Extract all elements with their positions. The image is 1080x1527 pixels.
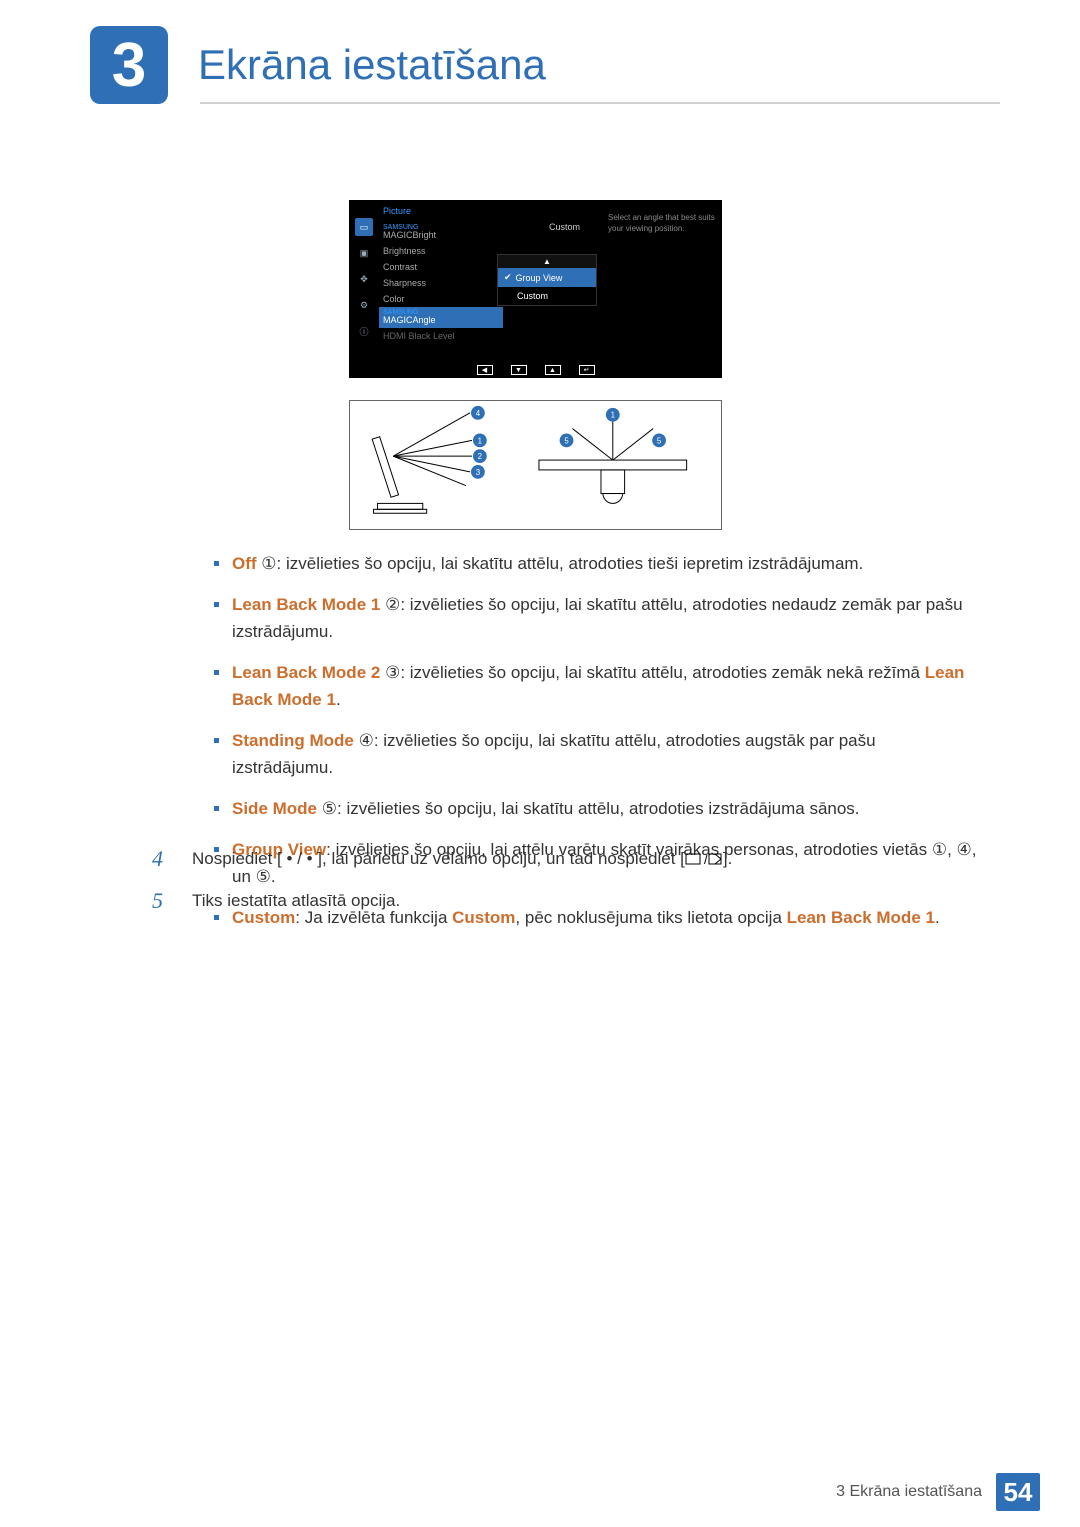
header-divider [200,102,1000,104]
monitor-icon: ▭ [355,218,373,236]
option-lb1-num: ② [385,595,400,614]
diagram-label-3: 3 [476,468,481,477]
option-off-text: : izvēlieties šo opciju, lai skatītu att… [277,554,864,573]
footer-text: 3 Ekrāna iestatīšana [836,1483,982,1501]
option-off: Off ①: izvēlieties šo opciju, lai skatīt… [210,550,980,577]
nav-enter-icon: ↵ [579,365,595,375]
osd-item-color: Color [383,291,503,307]
osd-popup-group-view: ✔ Group View [498,268,596,287]
chapter-title: Ekrāna iestatīšana [198,41,546,89]
nav-left-icon: ◀ [477,365,493,375]
option-stand-num: ④ [359,731,374,750]
step-5-body: Tiks iestatīta atlasītā opcija. [192,886,980,916]
page-number-badge: 54 [996,1473,1040,1511]
picture-icon: ▣ [355,244,373,262]
chapter-number-badge: 3 [90,26,168,104]
osd-popup-group-view-label: Group View [516,273,563,283]
diagram-label-4: 4 [476,409,481,418]
gear-icon: ⚙ [355,296,373,314]
nav-up-icon: ▲ [545,365,561,375]
check-icon: ✔ [504,272,512,283]
osd-screenshot: ▭ ▣ ✥ ⚙ ⓘ Picture SAMSUNG MAGICBright Br… [349,200,722,362]
svg-text:/: / [704,852,708,867]
osd-item-sharpness: Sharpness [383,275,503,291]
osd-item-contrast: Contrast [383,259,503,275]
option-stand-label: Standing Mode [232,731,354,750]
move-icon: ✥ [355,270,373,288]
option-off-label: Off [232,554,257,573]
osd-menu: Picture SAMSUNG MAGICBright Brightness C… [383,206,503,344]
option-lb2-num: ③ [385,663,400,682]
step-5-number: 5 [152,886,192,916]
option-lb2-text2: . [336,690,341,709]
step-4-text3: ]. [723,849,732,868]
osd-menu-title: Picture [383,206,503,216]
option-lb1-label: Lean Back Mode 1 [232,595,380,614]
diagram-label-5b: 5 [657,436,662,445]
diagram-label-1: 1 [478,436,482,445]
page-footer: 3 Ekrāna iestatīšana 54 [836,1473,1040,1511]
osd-tab-icons: ▭ ▣ ✥ ⚙ ⓘ [349,218,379,340]
angle-diagram: 4 1 2 3 1 5 5 [349,400,722,530]
option-lean-back-2: Lean Back Mode 2 ③: izvēlieties šo opcij… [210,659,980,713]
osd-popup: ▲ ✔ Group View Custom [497,254,597,306]
osd-item-magic-bright: SAMSUNG MAGICBright [383,222,503,243]
option-standing: Standing Mode ④: izvēlieties šo opciju, … [210,727,980,781]
page-header: 3 Ekrāna iestatīšana [90,20,1000,110]
diagram-label-5a: 5 [564,436,569,445]
option-lean-back-1: Lean Back Mode 1 ②: izvēlieties šo opcij… [210,591,980,645]
step-4-dots: • / • [287,849,313,868]
option-lb2-label: Lean Back Mode 2 [232,663,380,682]
step-4-text2: ], lai pārietu uz vēlamo opciju, un tad … [313,849,685,868]
step-5: 5 Tiks iestatīta atlasītā opcija. [152,886,980,916]
step-4-text1: Nospiediet [ [192,849,287,868]
step-4-body: Nospiediet [ • / • ], lai pārietu uz vēl… [192,844,980,874]
steps-list: 4 Nospiediet [ • / • ], lai pārietu uz v… [152,844,980,928]
nav-down-icon: ▼ [511,365,527,375]
option-lb2-text1: : izvēlieties šo opciju, lai skatītu att… [400,663,924,682]
option-side-num: ⑤ [322,799,337,818]
step-4: 4 Nospiediet [ • / • ], lai pārietu uz v… [152,844,980,874]
osd-value-custom: Custom [549,222,580,232]
osd-nav-bar: ◀ ▼ ▲ ↵ [349,362,722,378]
osd-popup-arrow: ▲ [498,255,596,268]
osd-popup-custom: Custom [498,287,596,305]
osd-item-hdmi: HDMI Black Level [383,328,503,344]
info-icon: ⓘ [355,322,373,340]
osd-item-magic-angle: SAMSUNG MAGICAngle [379,307,503,328]
osd-popup-custom-label: Custom [517,291,548,301]
diagram-label-2: 2 [478,452,482,461]
osd-item-brightness: Brightness [383,243,503,259]
option-off-num: ① [261,554,276,573]
step-4-number: 4 [152,844,192,874]
enter-source-icons: / [685,849,723,868]
diagram-label-1b: 1 [611,411,615,420]
option-side: Side Mode ⑤: izvēlieties šo opciju, lai … [210,795,980,822]
option-side-label: Side Mode [232,799,317,818]
osd-help-text: Select an angle that best suits your vie… [608,212,716,234]
option-side-text: : izvēlieties šo opciju, lai skatītu att… [337,799,860,818]
